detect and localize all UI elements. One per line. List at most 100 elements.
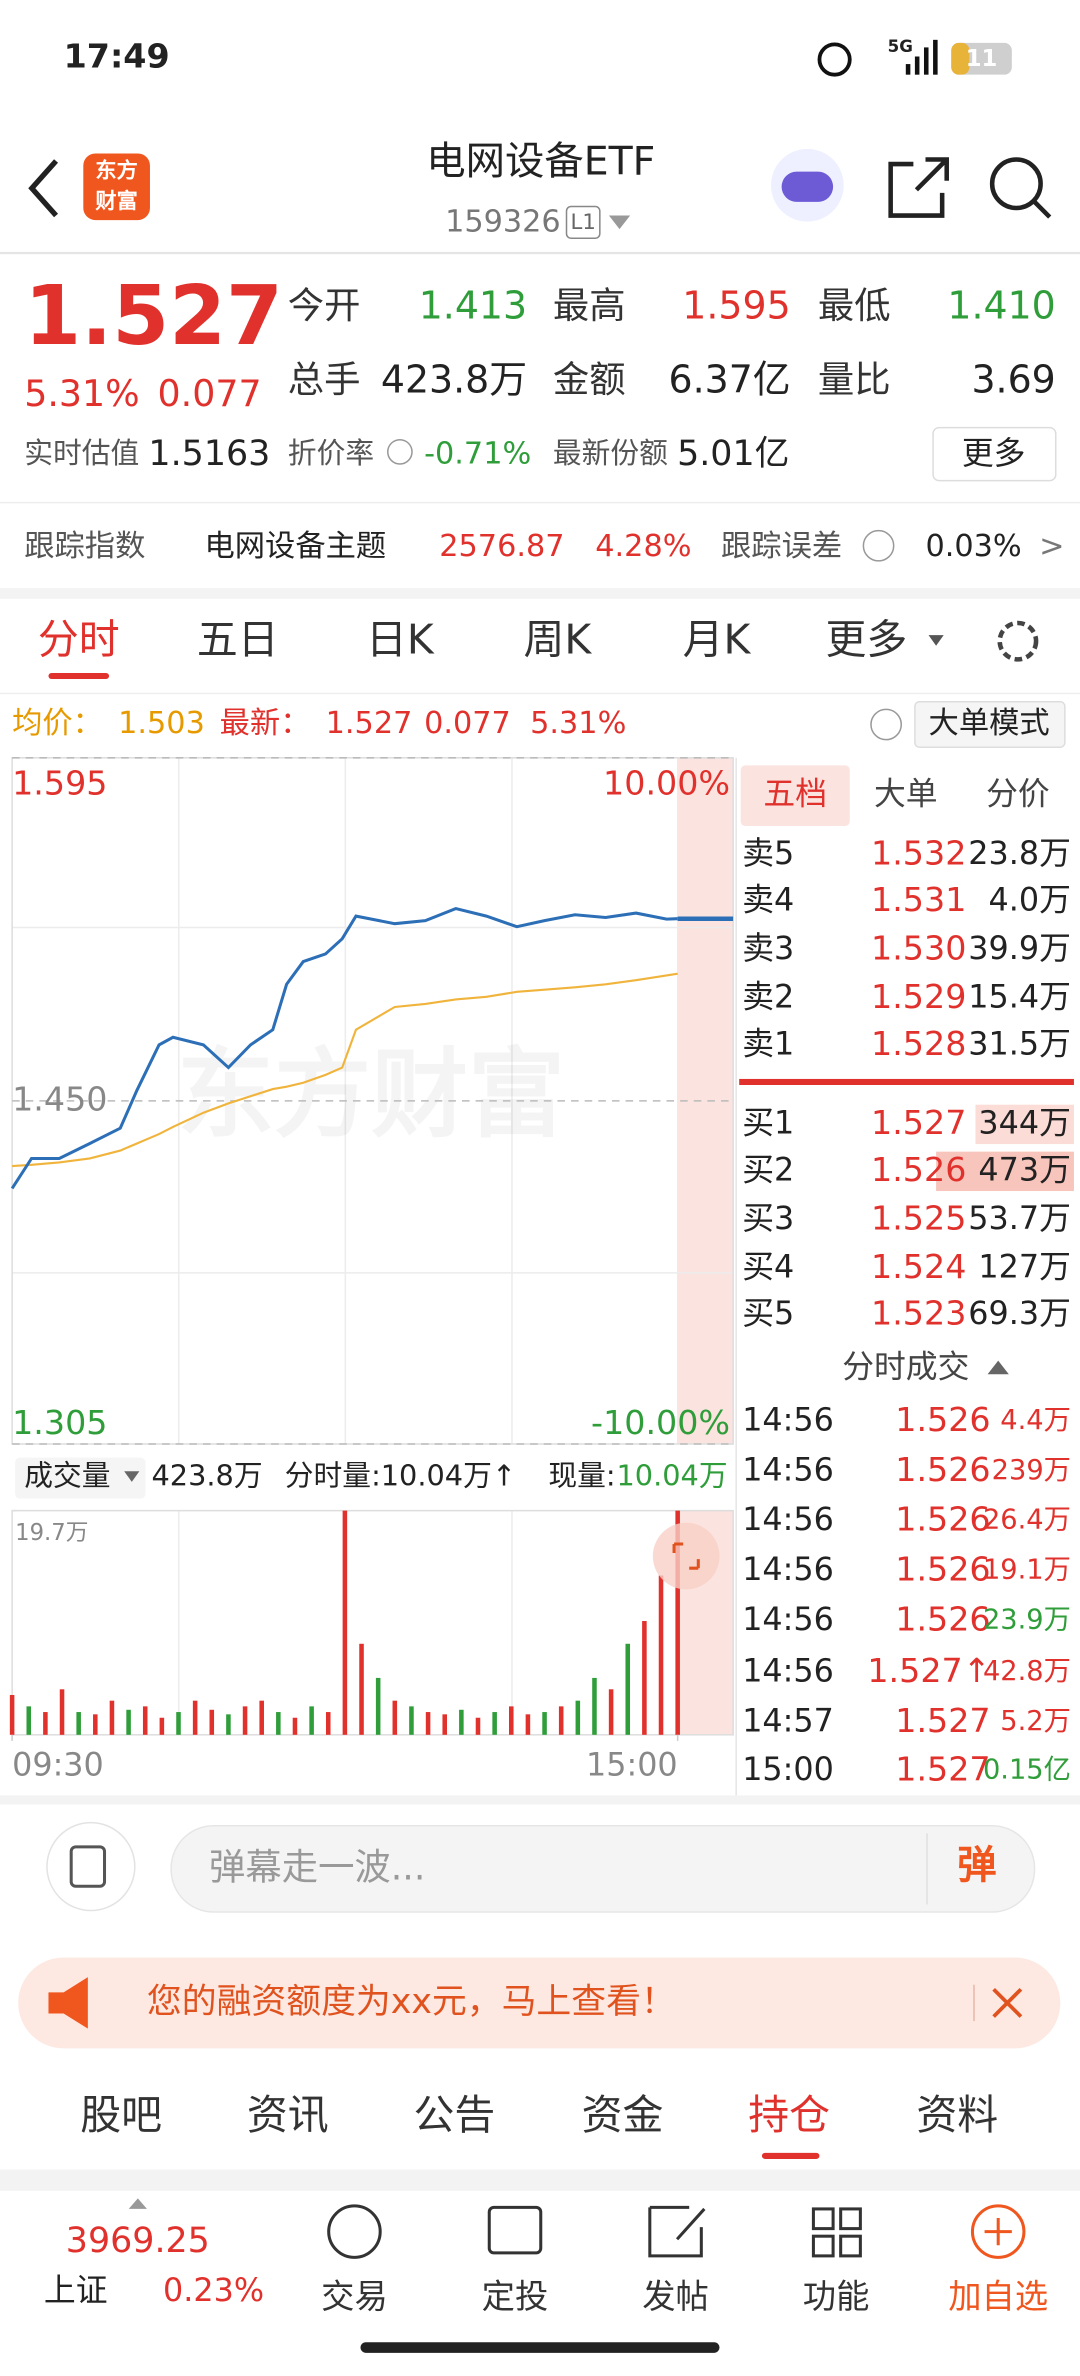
stat-label: 金额	[553, 358, 626, 401]
help-icon[interactable]	[862, 529, 895, 562]
battery-level	[951, 42, 970, 75]
last-price: 1.527	[24, 269, 283, 364]
content-tab[interactable]: 资料	[916, 2091, 998, 2139]
volume-bar	[442, 1714, 447, 1735]
volume-bar	[592, 1677, 597, 1735]
volume-bar	[309, 1706, 314, 1735]
index-value[interactable]: 3969.25	[66, 2221, 210, 2261]
info-icon[interactable]	[387, 438, 413, 465]
logo[interactable]	[83, 153, 150, 221]
more-label: 更多	[962, 435, 1026, 472]
content-tab[interactable]: 公告	[414, 2091, 496, 2139]
dropdown-arrow[interactable]	[608, 215, 631, 230]
y2-tick-label: -10.00%	[591, 1403, 730, 1442]
tracking-index[interactable]: 电网设备主题	[204, 529, 386, 564]
content-tab[interactable]: 持仓	[748, 2091, 830, 2139]
book-price: 1.528	[871, 1024, 966, 1063]
more-button[interactable]	[932, 426, 1057, 482]
volume-bar	[292, 1717, 298, 1735]
trade-volume: 5.2万	[1000, 1706, 1071, 1737]
comment-placeholder: 弹幕走一波...	[209, 1846, 425, 1889]
volume-tick-label: 19.7万	[15, 1520, 88, 1546]
volume-bar	[642, 1621, 647, 1735]
volume-bar	[425, 1712, 431, 1735]
tab-active-bg	[740, 765, 850, 826]
big-order-button[interactable]	[914, 701, 1066, 748]
book-tab[interactable]: 大单	[874, 776, 938, 813]
tab-underline	[48, 672, 110, 680]
content-tab[interactable]: 资讯	[247, 2091, 329, 2139]
bottom-item[interactable]: 定投	[482, 2277, 549, 2316]
book-label: 卖5	[742, 835, 794, 872]
period-tab[interactable]: 分时	[38, 616, 120, 664]
bottom-item[interactable]: 发帖	[642, 2277, 709, 2316]
y2-tick-label: 10.00%	[603, 764, 730, 803]
volume-bar	[675, 1510, 680, 1735]
tracking-label: 跟踪指数	[24, 529, 145, 564]
bottom-item[interactable]: 交易	[321, 2277, 388, 2316]
volume-bar	[59, 1689, 65, 1735]
tracking-arrow[interactable]: >	[1039, 529, 1064, 564]
last-price: 1.527	[326, 706, 413, 741]
expand-button[interactable]	[652, 1522, 720, 1590]
banner-close[interactable]	[992, 1987, 1023, 2018]
help-icon[interactable]	[870, 708, 903, 741]
search-button[interactable]	[989, 157, 1043, 211]
book-tab[interactable]: 五档	[763, 776, 827, 813]
period-tab[interactable]: 月K	[683, 616, 752, 664]
alarm-icon	[817, 42, 852, 77]
tracking-error-label: 跟踪误差	[721, 529, 842, 564]
book-divider	[739, 1078, 1074, 1085]
trade-volume: 0.15亿	[983, 1755, 1071, 1786]
discount-label: 折价率	[288, 436, 374, 470]
back-button[interactable]	[28, 159, 59, 218]
trade-time: 14:56	[742, 1601, 834, 1638]
book-label: 卖4	[742, 882, 794, 919]
badge: L1	[571, 209, 596, 234]
content-tab[interactable]: 股吧	[80, 2091, 162, 2139]
book-label: 买3	[742, 1200, 794, 1237]
divider	[0, 501, 1080, 504]
settings-button[interactable]	[997, 620, 1039, 662]
trade-price: 1.526	[895, 1400, 990, 1439]
post-icon	[648, 2205, 706, 2258]
separator	[0, 1795, 1080, 1805]
volume-selector[interactable]	[15, 1457, 146, 1499]
trade-price: 1.526	[895, 1600, 990, 1639]
period-tab[interactable]: 更多	[826, 616, 908, 664]
tracking-pct: 4.28%	[595, 529, 691, 564]
sort-arrow[interactable]	[987, 1360, 1009, 1375]
stat-value: 1.413	[419, 283, 527, 327]
period-tab[interactable]: 周K	[524, 616, 593, 664]
bottom-item[interactable]: 功能	[803, 2277, 870, 2316]
volume-bar	[242, 1706, 248, 1735]
bottom-item[interactable]: 加自选	[948, 2277, 1048, 2316]
last-change: 0.077	[424, 706, 511, 741]
divider	[0, 251, 1080, 255]
content-tab[interactable]: 资金	[582, 2091, 664, 2139]
y-tick-label: 1.305	[12, 1403, 107, 1442]
period-tab[interactable]: 五日	[197, 616, 279, 664]
change-pct: 5.31%	[24, 372, 139, 415]
volume-bar	[159, 1717, 165, 1735]
content-tabs: 股吧 资讯 公告 资金 持仓 资料	[80, 2091, 998, 2159]
trade-price: 1.526	[895, 1450, 990, 1489]
period-tab[interactable]: 日K	[366, 616, 435, 664]
bottom-bar: 交易 定投 发帖 功能 加自选	[321, 2277, 1048, 2316]
book-tab[interactable]: 分价	[986, 776, 1050, 813]
last-label: 最新：	[220, 706, 311, 741]
book-price: 1.530	[871, 929, 966, 968]
comment-input[interactable]	[170, 1824, 1036, 1913]
share-button[interactable]	[888, 157, 949, 218]
trade-time: 15:00	[742, 1751, 834, 1788]
trade-time: 14:56	[742, 1551, 834, 1588]
trade-volume: 26.4万	[983, 1505, 1071, 1536]
comment-settings[interactable]	[46, 1821, 136, 1912]
status-time: 17:49	[64, 37, 170, 76]
promo-banner[interactable]	[18, 1957, 1061, 2049]
danmaku-button[interactable]: 弹	[957, 1843, 996, 1889]
volume-bar	[459, 1709, 464, 1735]
trade-volume: 239万	[992, 1455, 1071, 1486]
current-volume-label: 现量:	[548, 1458, 615, 1492]
